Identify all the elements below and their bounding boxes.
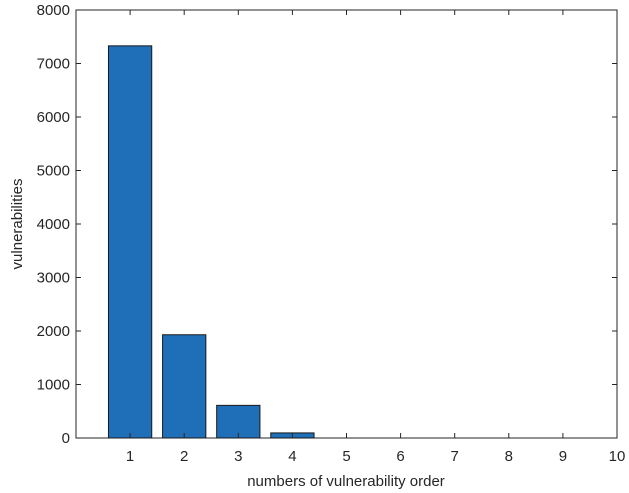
bars-group [107,45,315,439]
x-tick-label: 9 [559,448,567,465]
x-tick-label: 5 [342,448,350,465]
x-tick-label: 3 [234,448,242,465]
y-tick-label: 4000 [37,216,70,233]
y-tick-label: 0 [62,430,70,447]
y-tick-label: 1000 [37,377,70,394]
y-tick-label: 8000 [37,2,70,19]
x-tick-label: 2 [180,448,188,465]
y-tick-label: 2000 [37,323,70,340]
y-tick-label: 7000 [37,56,70,73]
y-tick-label: 6000 [37,109,70,126]
y-tick-label: 5000 [37,163,70,180]
plot-frame [75,9,618,439]
x-axis-ticks: 1 2 3 4 5 6 7 8 9 10 [126,10,625,465]
x-tick-label: 4 [288,448,296,465]
x-tick-label: 8 [505,448,513,465]
y-tick-label: 3000 [37,270,70,287]
bar-1 [107,45,153,439]
x-axis-label: numbers of vulnerability order [247,473,445,490]
x-tick-label: 1 [126,448,134,465]
y-axis-label: vulnerabilities [9,179,26,270]
x-tick-label: 10 [609,448,626,465]
y-axis-ticks: 0 1000 2000 3000 4000 5000 6000 7000 8000 [37,2,617,447]
x-tick-label: 6 [396,448,404,465]
bar-2 [162,334,207,439]
x-tick-label: 7 [451,448,459,465]
